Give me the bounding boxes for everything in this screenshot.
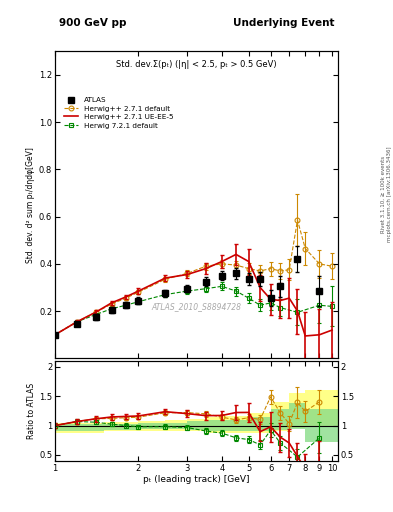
- Text: Std. dev.Σ(pₜ) (|η| < 2.5, pₜ > 0.5 GeV): Std. dev.Σ(pₜ) (|η| < 2.5, pₜ > 0.5 GeV): [116, 60, 277, 70]
- Text: 900 GeV pp: 900 GeV pp: [59, 18, 127, 28]
- Y-axis label: Std. dev. d² sum pₜ/dηdφ[GeV]: Std. dev. d² sum pₜ/dηdφ[GeV]: [26, 147, 35, 263]
- Legend: ATLAS, Herwig++ 2.7.1 default, Herwig++ 2.7.1 UE-EE-5, Herwig 7.2.1 default: ATLAS, Herwig++ 2.7.1 default, Herwig++ …: [61, 95, 176, 131]
- Text: mcplots.cern.ch [arXiv:1306.3436]: mcplots.cern.ch [arXiv:1306.3436]: [387, 147, 391, 242]
- X-axis label: pₜ (leading track) [GeV]: pₜ (leading track) [GeV]: [143, 475, 250, 484]
- Y-axis label: Ratio to ATLAS: Ratio to ATLAS: [28, 383, 36, 439]
- Text: ATLAS_2010_S8894728: ATLAS_2010_S8894728: [151, 302, 242, 311]
- Text: Underlying Event: Underlying Event: [233, 18, 334, 28]
- Text: Rivet 3.1.10, ≥ 100k events: Rivet 3.1.10, ≥ 100k events: [381, 156, 386, 233]
